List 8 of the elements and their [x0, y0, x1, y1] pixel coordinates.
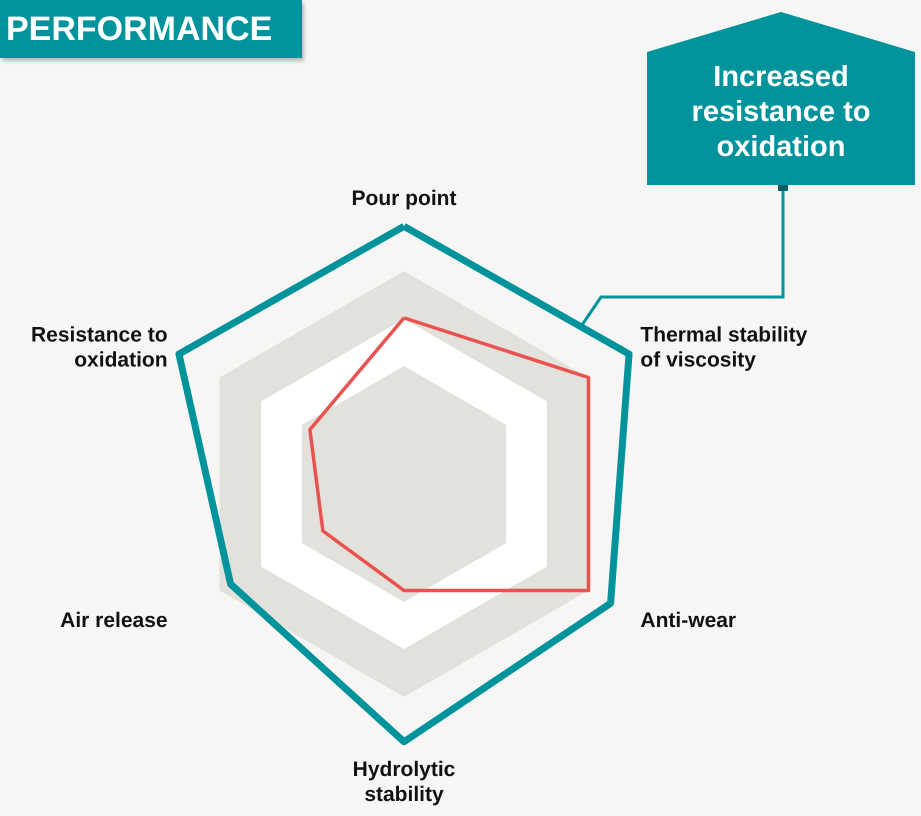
- spoke-label: Resistance to oxidation: [31, 324, 168, 372]
- spoke-label: Hydrolytic stability: [352, 758, 456, 806]
- spoke-label: Anti-wear: [640, 609, 736, 632]
- chart-title: PERFORMANCE: [0, 0, 302, 58]
- spoke-label: Thermal stability of viscosity: [640, 324, 808, 372]
- text: Increased resistance to oxidation: [690, 60, 872, 165]
- spoke-label: Pour point: [352, 187, 456, 210]
- spoke-label: Air release: [60, 609, 168, 632]
